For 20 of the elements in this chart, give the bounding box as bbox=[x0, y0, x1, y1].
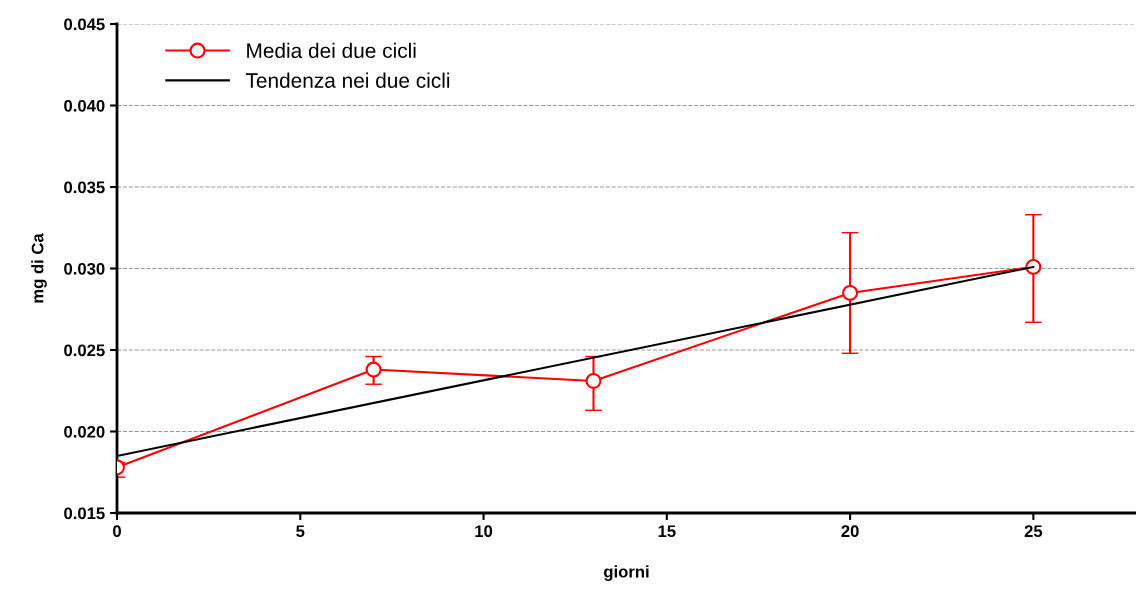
x-axis-title: giorni bbox=[604, 565, 649, 581]
x-tick-label: 25 bbox=[1024, 525, 1043, 538]
y-tick-label: 0.035 bbox=[64, 181, 105, 194]
point bbox=[365, 361, 382, 378]
x-tick-label: 10 bbox=[475, 525, 493, 538]
x-tick-label: 0 bbox=[113, 525, 121, 538]
y-tick-label: 0.030 bbox=[64, 262, 105, 275]
y-tick-label: 0.015 bbox=[64, 507, 105, 520]
x-tick-label: 20 bbox=[841, 525, 859, 538]
point bbox=[585, 372, 602, 389]
y-tick-label: 0.020 bbox=[64, 425, 105, 438]
point bbox=[842, 284, 859, 301]
y-tick-label: 0.045 bbox=[64, 18, 105, 31]
legend-label: Tendenza nei due cicli bbox=[245, 72, 450, 88]
x-tick-label: 5 bbox=[296, 525, 305, 538]
y-tick-label: 0.040 bbox=[64, 99, 105, 112]
y-axis-title: mg di Ca bbox=[31, 233, 47, 303]
x-tick-label: 15 bbox=[658, 525, 676, 538]
legend-label: Media dei due cicli bbox=[247, 42, 416, 59]
y-tick-label: 0.025 bbox=[64, 344, 105, 357]
